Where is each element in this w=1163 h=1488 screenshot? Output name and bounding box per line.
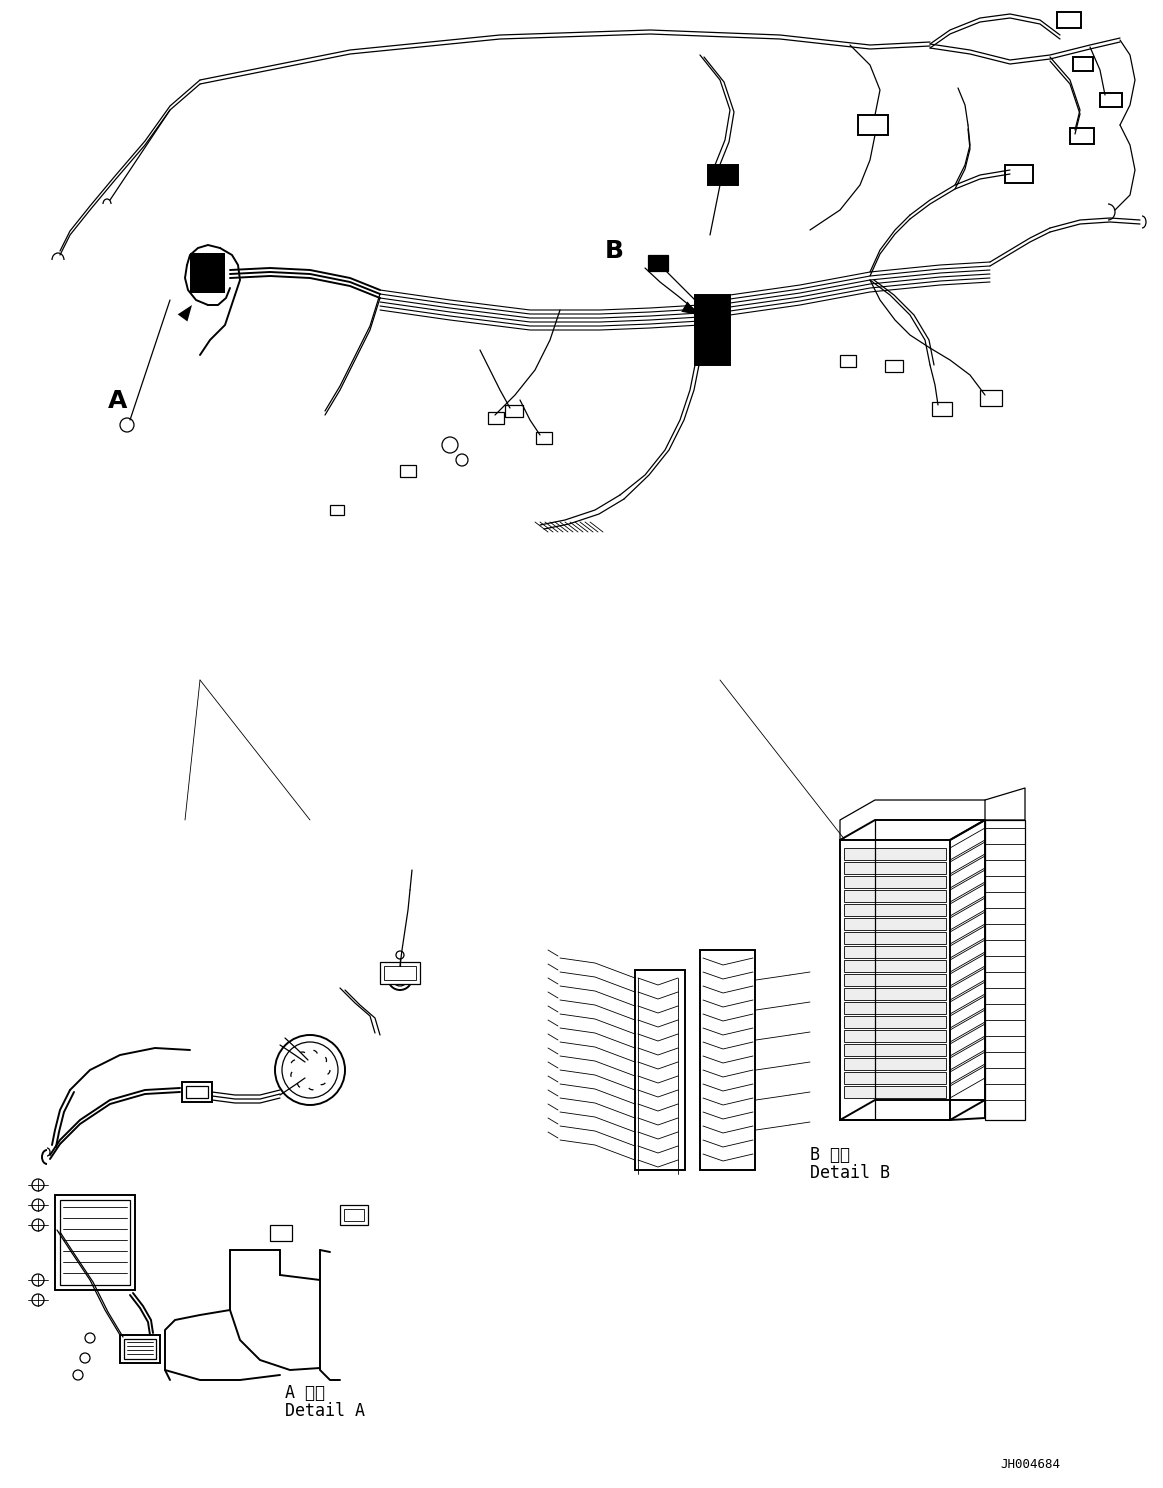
Bar [1057,12,1080,28]
Text: B: B [605,240,625,263]
Polygon shape [682,302,698,315]
Bar [932,402,952,417]
Text: JH004684: JH004684 [1000,1458,1059,1472]
Bar [55,1195,135,1290]
Bar [695,295,730,365]
Bar [536,432,552,443]
Text: Detail B: Detail B [809,1164,890,1181]
Bar [844,905,946,917]
Bar [488,412,504,424]
Bar [844,1045,946,1056]
Text: B 詳細: B 詳細 [809,1146,850,1164]
Text: A: A [108,388,128,414]
Bar [270,1225,292,1241]
Bar [844,862,946,873]
Bar [380,963,420,984]
Bar [181,1082,212,1103]
Bar [858,115,889,135]
Bar [844,1030,946,1042]
Bar [1070,128,1094,144]
Bar [384,966,416,981]
Bar [330,504,344,515]
Bar [844,946,946,958]
Bar [844,988,946,1000]
Bar [844,876,946,888]
Bar [844,1016,946,1028]
Bar [120,1335,160,1363]
Bar [708,165,739,185]
Text: A 詳細: A 詳細 [285,1384,324,1402]
Bar [60,1199,130,1286]
Bar [885,360,902,372]
Polygon shape [178,305,192,321]
Bar [844,918,946,930]
Bar [1005,165,1033,183]
Bar [985,820,1025,1120]
Bar [840,841,950,1120]
Bar [844,890,946,902]
Bar [124,1339,156,1359]
Bar [700,949,755,1170]
Text: Detail A: Detail A [285,1402,365,1420]
Bar [695,295,730,365]
Bar [190,253,224,293]
Bar [505,405,523,417]
Bar [1073,57,1093,71]
Bar [344,1208,364,1222]
Bar [844,960,946,972]
Bar [1100,92,1122,107]
Bar [844,1071,946,1083]
Bar [648,254,668,271]
Bar [840,356,856,368]
Bar [844,848,946,860]
Bar [635,970,685,1170]
Bar [186,1086,208,1098]
Bar [844,1086,946,1098]
Bar [844,975,946,987]
Bar [844,931,946,943]
Bar [844,1001,946,1013]
Bar [340,1205,368,1225]
Bar [980,390,1003,406]
Bar [844,1058,946,1070]
Bar [400,464,416,478]
